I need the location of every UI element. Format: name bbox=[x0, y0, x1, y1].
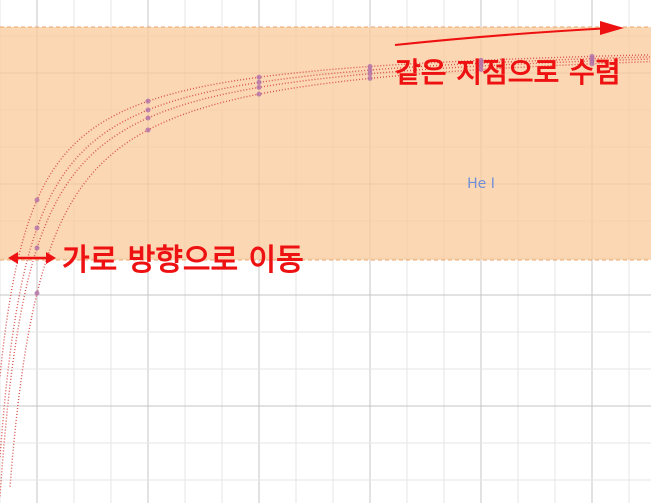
curve-point bbox=[367, 67, 373, 73]
annotation: 가로 방향으로 이동 bbox=[62, 243, 304, 278]
curve-point bbox=[478, 67, 484, 73]
curve-point bbox=[145, 98, 151, 104]
curve-point bbox=[478, 57, 484, 63]
curve-point bbox=[589, 61, 595, 67]
curve-point bbox=[145, 115, 151, 121]
curve-point bbox=[145, 107, 151, 113]
curve-point bbox=[367, 75, 373, 81]
curve-point bbox=[256, 74, 262, 80]
curve bbox=[9, 60, 651, 487]
curve-point bbox=[145, 127, 151, 133]
curves bbox=[0, 53, 651, 497]
curve-point bbox=[34, 225, 40, 231]
arrow-head bbox=[600, 21, 624, 35]
arrow-head bbox=[8, 252, 18, 264]
annotation: 같은 지점으로 수렴 bbox=[395, 56, 621, 89]
curve-point bbox=[256, 79, 262, 85]
arrow bbox=[394, 27, 613, 46]
curve-point bbox=[367, 63, 373, 69]
curve-point bbox=[256, 91, 262, 97]
curve-point bbox=[256, 84, 262, 90]
curve-point bbox=[478, 63, 484, 69]
curve-point bbox=[34, 197, 40, 203]
curve-point bbox=[589, 53, 595, 59]
arrow-head bbox=[46, 252, 56, 264]
graph-label: He I bbox=[467, 176, 495, 192]
curve-point bbox=[367, 71, 373, 77]
curve-point bbox=[34, 290, 40, 296]
curve bbox=[0, 56, 651, 458]
curve-point bbox=[34, 245, 40, 251]
